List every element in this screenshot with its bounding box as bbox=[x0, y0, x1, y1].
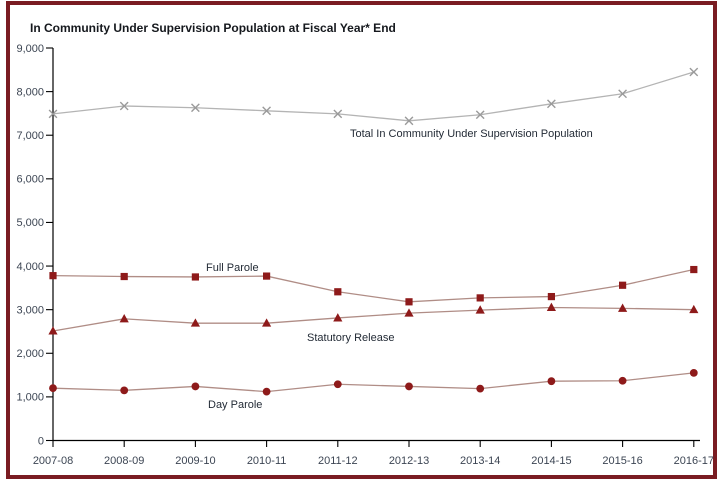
x-tick-label: 2014-15 bbox=[531, 455, 571, 467]
circle-marker bbox=[618, 376, 627, 385]
x-marker bbox=[547, 99, 556, 109]
square-marker bbox=[619, 281, 627, 289]
triangle-marker bbox=[475, 305, 485, 314]
square-marker bbox=[334, 288, 342, 296]
square-marker bbox=[476, 294, 484, 302]
x-marker bbox=[475, 110, 485, 120]
x-tick-label: 2007-08 bbox=[33, 455, 73, 467]
chart-frame-border bbox=[6, 1, 717, 479]
circle-marker bbox=[333, 380, 342, 389]
triangle-marker bbox=[262, 318, 272, 327]
triangle-marker bbox=[119, 314, 129, 323]
series-label: Day Parole bbox=[208, 399, 262, 411]
triangle-marker bbox=[404, 308, 414, 317]
circle-marker bbox=[262, 387, 271, 396]
circle-marker bbox=[476, 384, 485, 393]
y-tick-label: 6,000 bbox=[16, 174, 44, 186]
x-tick-label: 2013-14 bbox=[460, 455, 500, 467]
chart-title: In Community Under Supervision Populatio… bbox=[30, 21, 396, 35]
x-tick-label: 2011-12 bbox=[318, 455, 358, 467]
x-marker bbox=[333, 109, 343, 119]
x-marker bbox=[48, 109, 58, 119]
square-marker bbox=[405, 298, 413, 306]
square-marker bbox=[547, 292, 555, 301]
x-marker bbox=[689, 67, 699, 77]
square-marker bbox=[690, 265, 698, 274]
square-marker bbox=[49, 272, 57, 280]
circle-marker bbox=[120, 386, 129, 395]
x-tick-label: 2016-17 bbox=[674, 455, 714, 467]
circle-marker bbox=[191, 382, 200, 391]
circle-marker bbox=[405, 382, 413, 391]
triangle-marker bbox=[689, 304, 699, 314]
x-marker bbox=[119, 101, 129, 111]
circle-marker bbox=[547, 377, 556, 386]
triangle-marker bbox=[546, 302, 556, 311]
y-tick-label: 1,000 bbox=[16, 392, 44, 404]
triangle-marker bbox=[618, 303, 628, 312]
y-tick-label: 7,000 bbox=[16, 130, 44, 142]
series-line-3 bbox=[52, 372, 694, 393]
square-marker bbox=[120, 272, 128, 281]
x-marker bbox=[404, 116, 414, 126]
square-marker bbox=[191, 273, 199, 281]
series-label: Total In Community Under Supervision Pop… bbox=[350, 128, 593, 140]
y-tick-label: 9,000 bbox=[16, 43, 44, 55]
series-line-2 bbox=[52, 306, 694, 332]
triangle-marker bbox=[333, 313, 343, 322]
x-tick-label: 2009-10 bbox=[175, 455, 215, 467]
x-marker bbox=[262, 106, 271, 116]
series-label: Full Parole bbox=[206, 262, 259, 274]
y-tick-label: 5,000 bbox=[16, 217, 44, 229]
x-marker bbox=[191, 103, 200, 113]
y-tick-label: 2,000 bbox=[16, 348, 44, 360]
series-line-0 bbox=[52, 71, 694, 122]
series-label: Statutory Release bbox=[307, 332, 394, 344]
x-tick-label: 2010-11 bbox=[247, 455, 287, 467]
x-tick-label: 2012-13 bbox=[389, 455, 429, 467]
x-tick-label: 2015-16 bbox=[602, 455, 642, 467]
circle-marker bbox=[689, 369, 698, 377]
y-tick-label: 3,000 bbox=[16, 304, 44, 316]
triangle-marker bbox=[48, 326, 58, 335]
series-line-1 bbox=[52, 268, 694, 303]
square-marker bbox=[263, 272, 271, 280]
triangle-marker bbox=[190, 318, 200, 327]
x-tick-label: 2008-09 bbox=[104, 455, 144, 467]
y-tick-label: 0 bbox=[38, 435, 44, 447]
y-tick-label: 4,000 bbox=[16, 261, 44, 273]
circle-marker bbox=[49, 384, 57, 393]
x-marker bbox=[618, 89, 627, 99]
y-tick-label: 8,000 bbox=[16, 86, 44, 98]
